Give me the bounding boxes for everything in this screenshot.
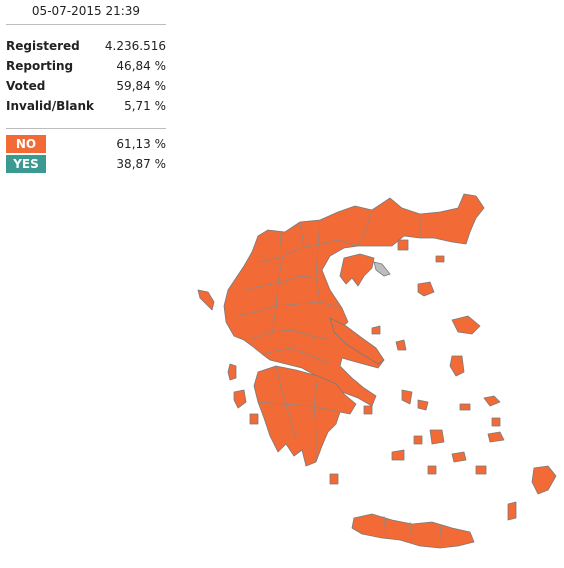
divider bbox=[6, 128, 166, 129]
ikaria-island[interactable] bbox=[459, 403, 471, 411]
stats-table: Registered 4.236.516 Reporting 46,84 % V… bbox=[6, 36, 166, 116]
stat-value: 46,84 % bbox=[116, 59, 166, 73]
salamina-island[interactable] bbox=[363, 405, 373, 415]
mount-athos-region[interactable] bbox=[373, 261, 391, 277]
kos-island[interactable] bbox=[487, 431, 505, 443]
thasos-island[interactable] bbox=[397, 239, 409, 251]
lemnos-island[interactable] bbox=[417, 281, 435, 297]
astypalaia-island[interactable] bbox=[475, 465, 487, 475]
karpathos-island[interactable] bbox=[507, 501, 517, 521]
skiathos-island[interactable] bbox=[371, 325, 381, 335]
kythira-island[interactable] bbox=[329, 473, 339, 485]
kefalonia-island[interactable] bbox=[233, 389, 247, 409]
mainland-region[interactable] bbox=[223, 193, 485, 407]
crete-island[interactable] bbox=[351, 513, 475, 549]
result-row-no: NO 61,13 % bbox=[6, 135, 166, 155]
result-value: 38,87 % bbox=[116, 157, 166, 171]
stat-row-voted: Voted 59,84 % bbox=[6, 76, 166, 96]
results-table: NO 61,13 % YES 38,87 % bbox=[6, 122, 166, 175]
santorini-island[interactable] bbox=[427, 465, 437, 475]
divider bbox=[6, 24, 166, 25]
result-value: 61,13 % bbox=[116, 137, 166, 151]
stat-label: Invalid/Blank bbox=[6, 99, 95, 113]
peloponnese-region[interactable] bbox=[253, 365, 357, 467]
samothrace-island[interactable] bbox=[435, 255, 445, 263]
naxos-island[interactable] bbox=[429, 429, 445, 445]
stat-row-invalid-blank: Invalid/Blank 5,71 % bbox=[6, 96, 166, 116]
chalkidiki-region[interactable] bbox=[339, 253, 375, 287]
tinos-island[interactable] bbox=[417, 399, 429, 411]
stat-value: 4.236.516 bbox=[104, 39, 166, 53]
kalymnos-island[interactable] bbox=[491, 417, 501, 427]
no-badge: NO bbox=[6, 135, 46, 153]
timestamp: 05-07-2015 21:39 bbox=[31, 4, 141, 18]
skyros-island[interactable] bbox=[395, 339, 407, 351]
corfu-island[interactable] bbox=[197, 289, 215, 311]
results-panel: 05-07-2015 21:39 Registered 4.236.516 Re… bbox=[6, 0, 166, 175]
lefkada-island[interactable] bbox=[227, 363, 237, 381]
andros-island[interactable] bbox=[401, 389, 413, 405]
stat-label: Voted bbox=[6, 79, 46, 93]
stat-value: 5,71 % bbox=[124, 99, 166, 113]
zakynthos-island[interactable] bbox=[249, 413, 259, 425]
euboea-region[interactable] bbox=[329, 317, 385, 365]
stat-label: Reporting bbox=[6, 59, 74, 73]
stat-row-registered: Registered 4.236.516 bbox=[6, 36, 166, 56]
result-row-yes: YES 38,87 % bbox=[6, 155, 166, 175]
lesbos-island[interactable] bbox=[451, 315, 481, 335]
paros-island[interactable] bbox=[413, 435, 423, 445]
milos-island[interactable] bbox=[391, 449, 405, 461]
stat-row-reporting: Reporting 46,84 % bbox=[6, 56, 166, 76]
stat-value: 59,84 % bbox=[116, 79, 166, 93]
yes-badge: YES bbox=[6, 155, 46, 173]
stat-label: Registered bbox=[6, 39, 80, 53]
amorgos-island[interactable] bbox=[451, 451, 467, 463]
chios-island[interactable] bbox=[449, 355, 465, 377]
rhodes-island[interactable] bbox=[531, 465, 557, 495]
samos-island[interactable] bbox=[483, 395, 501, 407]
